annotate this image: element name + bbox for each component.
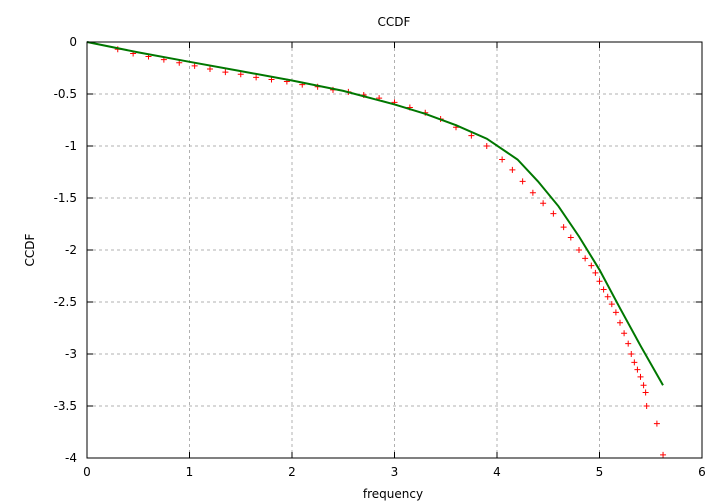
data-points bbox=[114, 46, 667, 458]
data-point bbox=[468, 132, 475, 139]
data-point bbox=[237, 71, 244, 78]
data-point bbox=[509, 166, 516, 173]
data-point bbox=[588, 262, 595, 269]
y-axis-label: CCDF bbox=[23, 233, 37, 266]
data-point bbox=[499, 156, 506, 163]
data-point bbox=[483, 143, 490, 149]
data-point bbox=[567, 234, 574, 241]
data-point bbox=[621, 330, 628, 337]
data-point bbox=[191, 62, 198, 69]
data-point bbox=[660, 451, 667, 458]
data-point bbox=[207, 66, 213, 73]
y-tick-label: -1 bbox=[65, 139, 77, 153]
x-tick-label: 6 bbox=[698, 465, 706, 479]
data-point bbox=[519, 178, 526, 185]
data-point bbox=[612, 309, 619, 316]
data-layer bbox=[86, 41, 667, 458]
y-tick-label: -3.5 bbox=[54, 399, 77, 413]
data-point bbox=[637, 373, 644, 380]
data-point bbox=[631, 359, 638, 366]
data-point bbox=[600, 286, 607, 293]
x-tick-label: 5 bbox=[596, 465, 604, 479]
chart-title: CCDF bbox=[378, 15, 411, 29]
data-point bbox=[582, 255, 589, 262]
data-point bbox=[608, 301, 615, 308]
data-point bbox=[643, 403, 650, 409]
data-point bbox=[625, 340, 632, 347]
data-point bbox=[604, 293, 611, 300]
data-point bbox=[653, 420, 660, 427]
data-point bbox=[253, 74, 260, 81]
data-point bbox=[560, 224, 567, 231]
data-point bbox=[540, 200, 547, 207]
fit-line bbox=[86, 41, 664, 386]
data-point bbox=[617, 319, 623, 326]
y-tick-label: -2 bbox=[65, 243, 77, 257]
data-point bbox=[642, 389, 649, 396]
data-point bbox=[628, 351, 635, 357]
x-axis-label: frequency bbox=[363, 487, 423, 501]
data-point bbox=[529, 189, 536, 196]
data-point bbox=[634, 366, 641, 373]
data-point bbox=[592, 269, 599, 276]
x-tick-label: 1 bbox=[186, 465, 194, 479]
y-tick-label: -0.5 bbox=[54, 87, 77, 101]
data-point bbox=[640, 382, 647, 389]
y-tick-label: 0 bbox=[69, 35, 77, 49]
plot-frame bbox=[86, 41, 703, 459]
x-tick-label: 0 bbox=[83, 465, 91, 479]
y-tick-label: -1.5 bbox=[54, 191, 77, 205]
y-tick-label: -2.5 bbox=[54, 295, 77, 309]
data-point bbox=[222, 69, 229, 76]
grid-layer bbox=[87, 42, 702, 458]
data-point bbox=[596, 278, 603, 285]
data-point bbox=[576, 247, 582, 253]
y-tick-label: -4 bbox=[65, 451, 77, 465]
x-tick-label: 3 bbox=[391, 465, 399, 479]
x-tick-label: 4 bbox=[493, 465, 501, 479]
x-tick-label: 2 bbox=[288, 465, 296, 479]
data-point bbox=[550, 210, 557, 217]
y-tick-label: -3 bbox=[65, 347, 77, 361]
